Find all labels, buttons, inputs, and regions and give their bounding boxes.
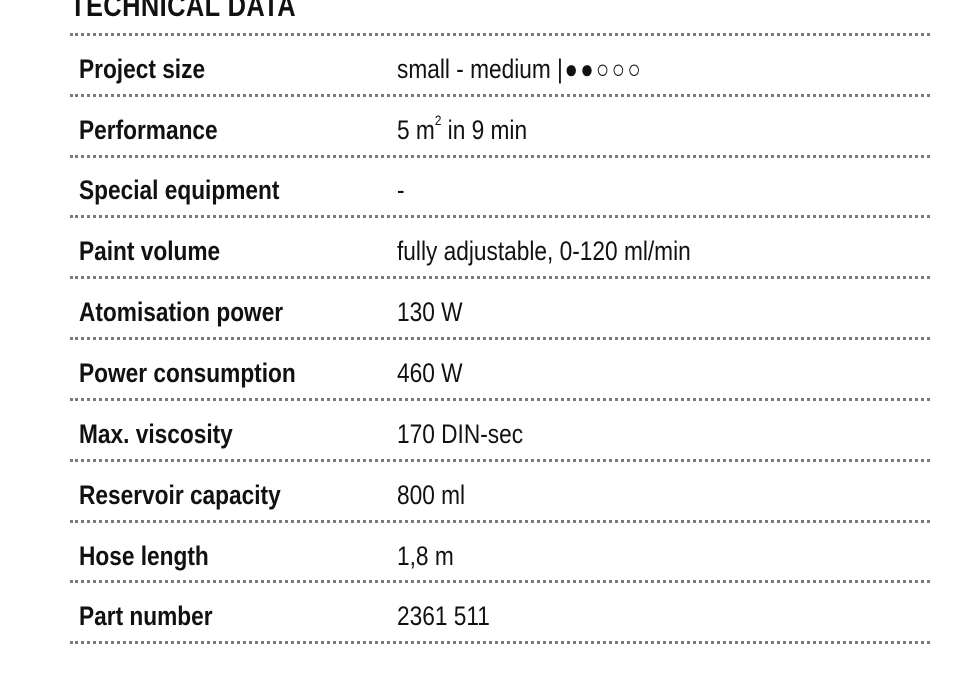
performance-time: in 9 min xyxy=(441,115,528,145)
spec-value: 1,8 m xyxy=(397,541,454,571)
spec-value: small - medium |●●○○○ xyxy=(397,39,643,99)
spec-row-power-consumption: Power consumption 460 W xyxy=(70,343,930,403)
spec-value: fully adjustable, 0-120 ml/min xyxy=(397,236,691,266)
dotted-divider xyxy=(70,94,930,97)
dotted-divider xyxy=(70,641,930,644)
project-size-rating-dots: ●●○○○ xyxy=(564,54,644,84)
dotted-divider xyxy=(70,459,930,462)
spec-value: 460 W xyxy=(397,358,463,388)
performance-area-exponent: 2 xyxy=(434,112,442,128)
section-title: TECHNICAL DATA xyxy=(70,0,297,23)
dotted-divider xyxy=(70,520,930,523)
spec-row-hose-length: Hose length 1,8 m xyxy=(70,526,930,586)
spec-value: 800 ml xyxy=(397,480,466,510)
spec-label: Max. viscosity xyxy=(79,419,233,449)
spec-value: 2361 511 xyxy=(397,601,490,631)
dotted-divider xyxy=(70,337,930,340)
spec-label: Hose length xyxy=(79,541,209,571)
spec-row-max-viscosity: Max. viscosity 170 DIN-sec xyxy=(70,404,930,464)
spec-value: 130 W xyxy=(397,297,463,327)
dotted-divider xyxy=(70,580,930,583)
dotted-divider xyxy=(70,276,930,279)
spec-label: Special equipment xyxy=(79,175,280,205)
dotted-divider xyxy=(70,215,930,218)
dotted-divider xyxy=(70,155,930,158)
spec-row-paint-volume: Paint volume fully adjustable, 0-120 ml/… xyxy=(70,221,930,281)
spec-label: Power consumption xyxy=(79,358,296,388)
spec-label: Project size xyxy=(79,54,206,84)
dotted-divider xyxy=(70,398,930,401)
performance-area: 5 m xyxy=(397,115,435,145)
spec-value: 170 DIN-sec xyxy=(397,419,524,449)
spec-row-special-equipment: Special equipment - xyxy=(70,160,930,220)
spec-row-project-size: Project size small - medium |●●○○○ xyxy=(70,39,930,99)
spec-label: Part number xyxy=(79,601,213,631)
spec-label: Performance xyxy=(79,115,218,145)
spec-row-part-number: Part number 2361 511 xyxy=(70,586,930,646)
spec-row-reservoir-capacity: Reservoir capacity 800 ml xyxy=(70,465,930,525)
spec-row-atomisation-power: Atomisation power 130 W xyxy=(70,282,930,342)
spec-row-performance: Performance 5 m2 in 9 min xyxy=(70,100,930,160)
dotted-divider xyxy=(70,33,930,36)
spec-value: 5 m2 in 9 min xyxy=(397,100,527,160)
spec-value: - xyxy=(397,175,405,205)
spec-label: Atomisation power xyxy=(79,297,284,327)
spec-label: Paint volume xyxy=(79,236,221,266)
project-size-text: small - medium | xyxy=(397,54,563,84)
spec-label: Reservoir capacity xyxy=(79,480,281,510)
